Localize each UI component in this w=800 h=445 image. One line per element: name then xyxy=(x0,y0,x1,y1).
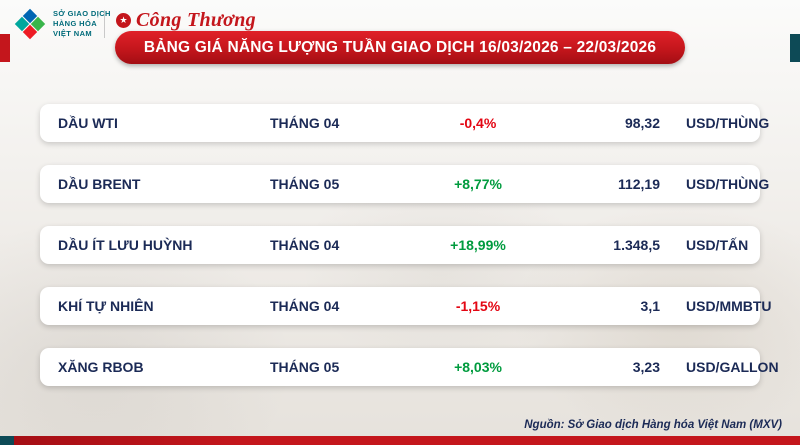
table-row: DẦU ÍT LƯU HUỲNH THÁNG 04 +18,99% 1.348,… xyxy=(40,226,760,264)
right-accent-bar xyxy=(790,34,800,62)
bottom-red-bar xyxy=(0,436,800,445)
price-unit: USD/TẤN xyxy=(686,237,749,253)
price-value: 3,1 xyxy=(640,298,660,314)
contract-month: THÁNG 05 xyxy=(270,176,340,192)
mxv-logo: SỞ GIAO DỊCH HÀNG HÓA VIỆT NAM xyxy=(14,8,111,40)
table-row: KHÍ TỰ NHIÊN THÁNG 04 -1,15% 3,1 USD/MMB… xyxy=(40,287,772,325)
price-value: 112,19 xyxy=(617,176,660,192)
table-row: DẦU BRENT THÁNG 05 +8,77% 112,19 USD/THÙ… xyxy=(40,165,769,203)
contract-month: THÁNG 04 xyxy=(270,298,340,314)
contract-month: THÁNG 04 xyxy=(270,115,340,131)
logo-divider xyxy=(104,10,105,38)
price-value: 1.348,5 xyxy=(613,237,660,253)
mxv-logo-line3: VIỆT NAM xyxy=(53,28,93,38)
mxv-logo-line2: HÀNG HÓA xyxy=(53,19,98,29)
source-note: Nguồn: Sở Giao dịch Hàng hóa Việt Nam (M… xyxy=(524,419,782,431)
page-title: BẢNG GIÁ NĂNG LƯỢNG TUẦN GIAO DỊCH 16/03… xyxy=(143,38,657,56)
left-accent-bar xyxy=(0,34,10,62)
congthuong-logo-text: Công Thương xyxy=(136,9,256,31)
percent-change: +8,77% xyxy=(454,176,502,192)
table-row: DẦU WTI THÁNG 04 -0,4% 98,32 USD/THÙNG xyxy=(40,104,769,142)
price-value: 3,23 xyxy=(632,359,660,375)
price-unit: USD/GALLON xyxy=(686,359,779,375)
table-row: XĂNG RBOB THÁNG 05 +8,03% 3,23 USD/GALLO… xyxy=(40,348,779,386)
percent-change: -0,4% xyxy=(459,115,497,131)
mxv-logo-line1: SỞ GIAO DỊCH xyxy=(53,9,111,19)
mxv-diamond-icon xyxy=(14,8,46,40)
bottom-corner-accent xyxy=(0,436,14,445)
congthuong-logo: ★ Công Thương xyxy=(116,9,256,32)
commodity-name: XĂNG RBOB xyxy=(58,359,144,375)
commodity-name: DẦU BRENT xyxy=(58,176,141,192)
price-unit: USD/THÙNG xyxy=(686,176,770,192)
price-unit: USD/MMBTU xyxy=(686,298,772,314)
price-table: DẦU WTI THÁNG 04 -0,4% 98,32 USD/THÙNG D… xyxy=(40,104,779,386)
percent-change: +18,99% xyxy=(450,237,506,253)
price-unit: USD/THÙNG xyxy=(686,115,770,131)
contract-month: THÁNG 04 xyxy=(270,237,340,253)
title-banner: BẢNG GIÁ NĂNG LƯỢNG TUẦN GIAO DỊCH 16/03… xyxy=(115,31,685,64)
commodity-name: KHÍ TỰ NHIÊN xyxy=(58,298,154,314)
commodity-name: DẦU WTI xyxy=(58,115,118,131)
mxv-logo-text: SỞ GIAO DỊCH HÀNG HÓA VIỆT NAM xyxy=(53,9,111,38)
contract-month: THÁNG 05 xyxy=(270,359,340,375)
commodity-name: DẦU ÍT LƯU HUỲNH xyxy=(58,237,193,253)
price-value: 98,32 xyxy=(624,115,660,131)
percent-change: -1,15% xyxy=(455,298,501,314)
percent-change: +8,03% xyxy=(454,359,502,375)
congthuong-emblem-icon: ★ xyxy=(116,13,131,28)
